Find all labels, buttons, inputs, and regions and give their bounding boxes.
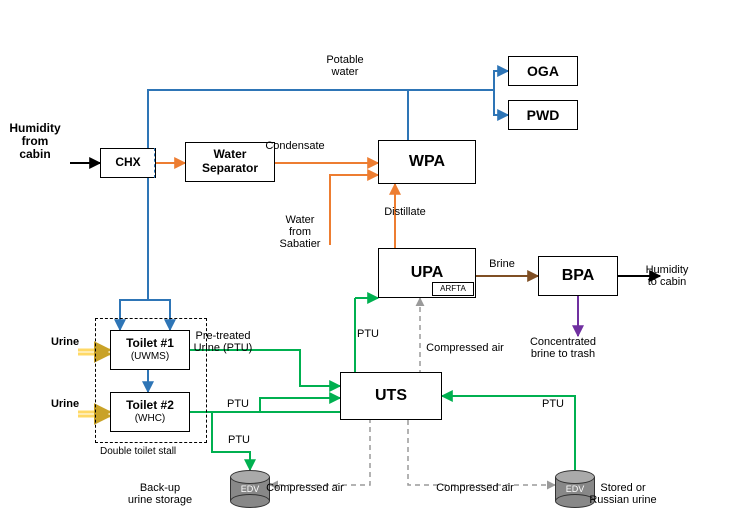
label-urine2: Urine — [15, 398, 115, 410]
box-label-wsep: Water Separator — [186, 148, 274, 176]
label-comp_mid: Compressed air — [415, 342, 515, 354]
edge-23 — [270, 420, 370, 485]
label-backup: Back-upurine storage — [110, 482, 210, 506]
box-label-bpa: BPA — [562, 267, 595, 285]
cyl-label-edv2: EDV — [566, 484, 585, 494]
label-distillate: Distillate — [355, 206, 455, 218]
box-label-uts: UTS — [375, 387, 407, 405]
label-urine1: Urine — [15, 336, 115, 348]
label-water_sab: WaterfromSabatier — [250, 214, 350, 250]
box-chx: CHX — [100, 148, 156, 178]
box-label-wpa: WPA — [409, 153, 445, 171]
label-comp_l: Compressed air — [255, 482, 355, 494]
box-label-pwd: PWD — [527, 107, 560, 123]
box-wpa: WPA — [378, 140, 476, 184]
cyl-label-edv1: EDV — [241, 484, 260, 494]
box-arfta: ARFTA — [432, 282, 474, 296]
label-comp_r: Compressed air — [425, 482, 525, 494]
edge-4 — [148, 71, 508, 148]
stall-label: Double toilet stall — [100, 446, 220, 457]
label-brine: Brine — [452, 258, 552, 270]
label-ptu_up: PTU — [318, 328, 418, 340]
label-humidity_in: Humidityfromcabin — [0, 122, 70, 162]
label-ptu_long: Pre-treatedUrine (PTU) — [173, 330, 273, 354]
box-label-upa: UPA — [411, 264, 444, 282]
label-conc_brine: Concentratedbrine to trash — [513, 336, 613, 360]
label-ptu3: PTU — [189, 434, 289, 446]
edge-24 — [408, 420, 555, 485]
box-label-arfta: ARFTA — [440, 284, 466, 293]
label-stored: Stored orRussian urine — [573, 482, 673, 506]
chx-dashed-edge — [154, 148, 155, 178]
box-label-chx: CHX — [115, 156, 140, 170]
label-ptu_right: PTU — [503, 398, 603, 410]
box-oga: OGA — [508, 56, 578, 86]
label-ptu2: PTU — [188, 398, 288, 410]
edge-7 — [120, 178, 148, 330]
box-pwd: PWD — [508, 100, 578, 130]
label-condensate: Condensate — [245, 140, 345, 152]
box-uts: UTS — [340, 372, 442, 420]
label-potable: Potablewater — [295, 54, 395, 78]
label-humidity_out: Humidityto cabin — [617, 264, 717, 288]
box-label-oga: OGA — [527, 63, 559, 79]
edge-16 — [190, 350, 340, 386]
edge-6 — [494, 90, 508, 115]
